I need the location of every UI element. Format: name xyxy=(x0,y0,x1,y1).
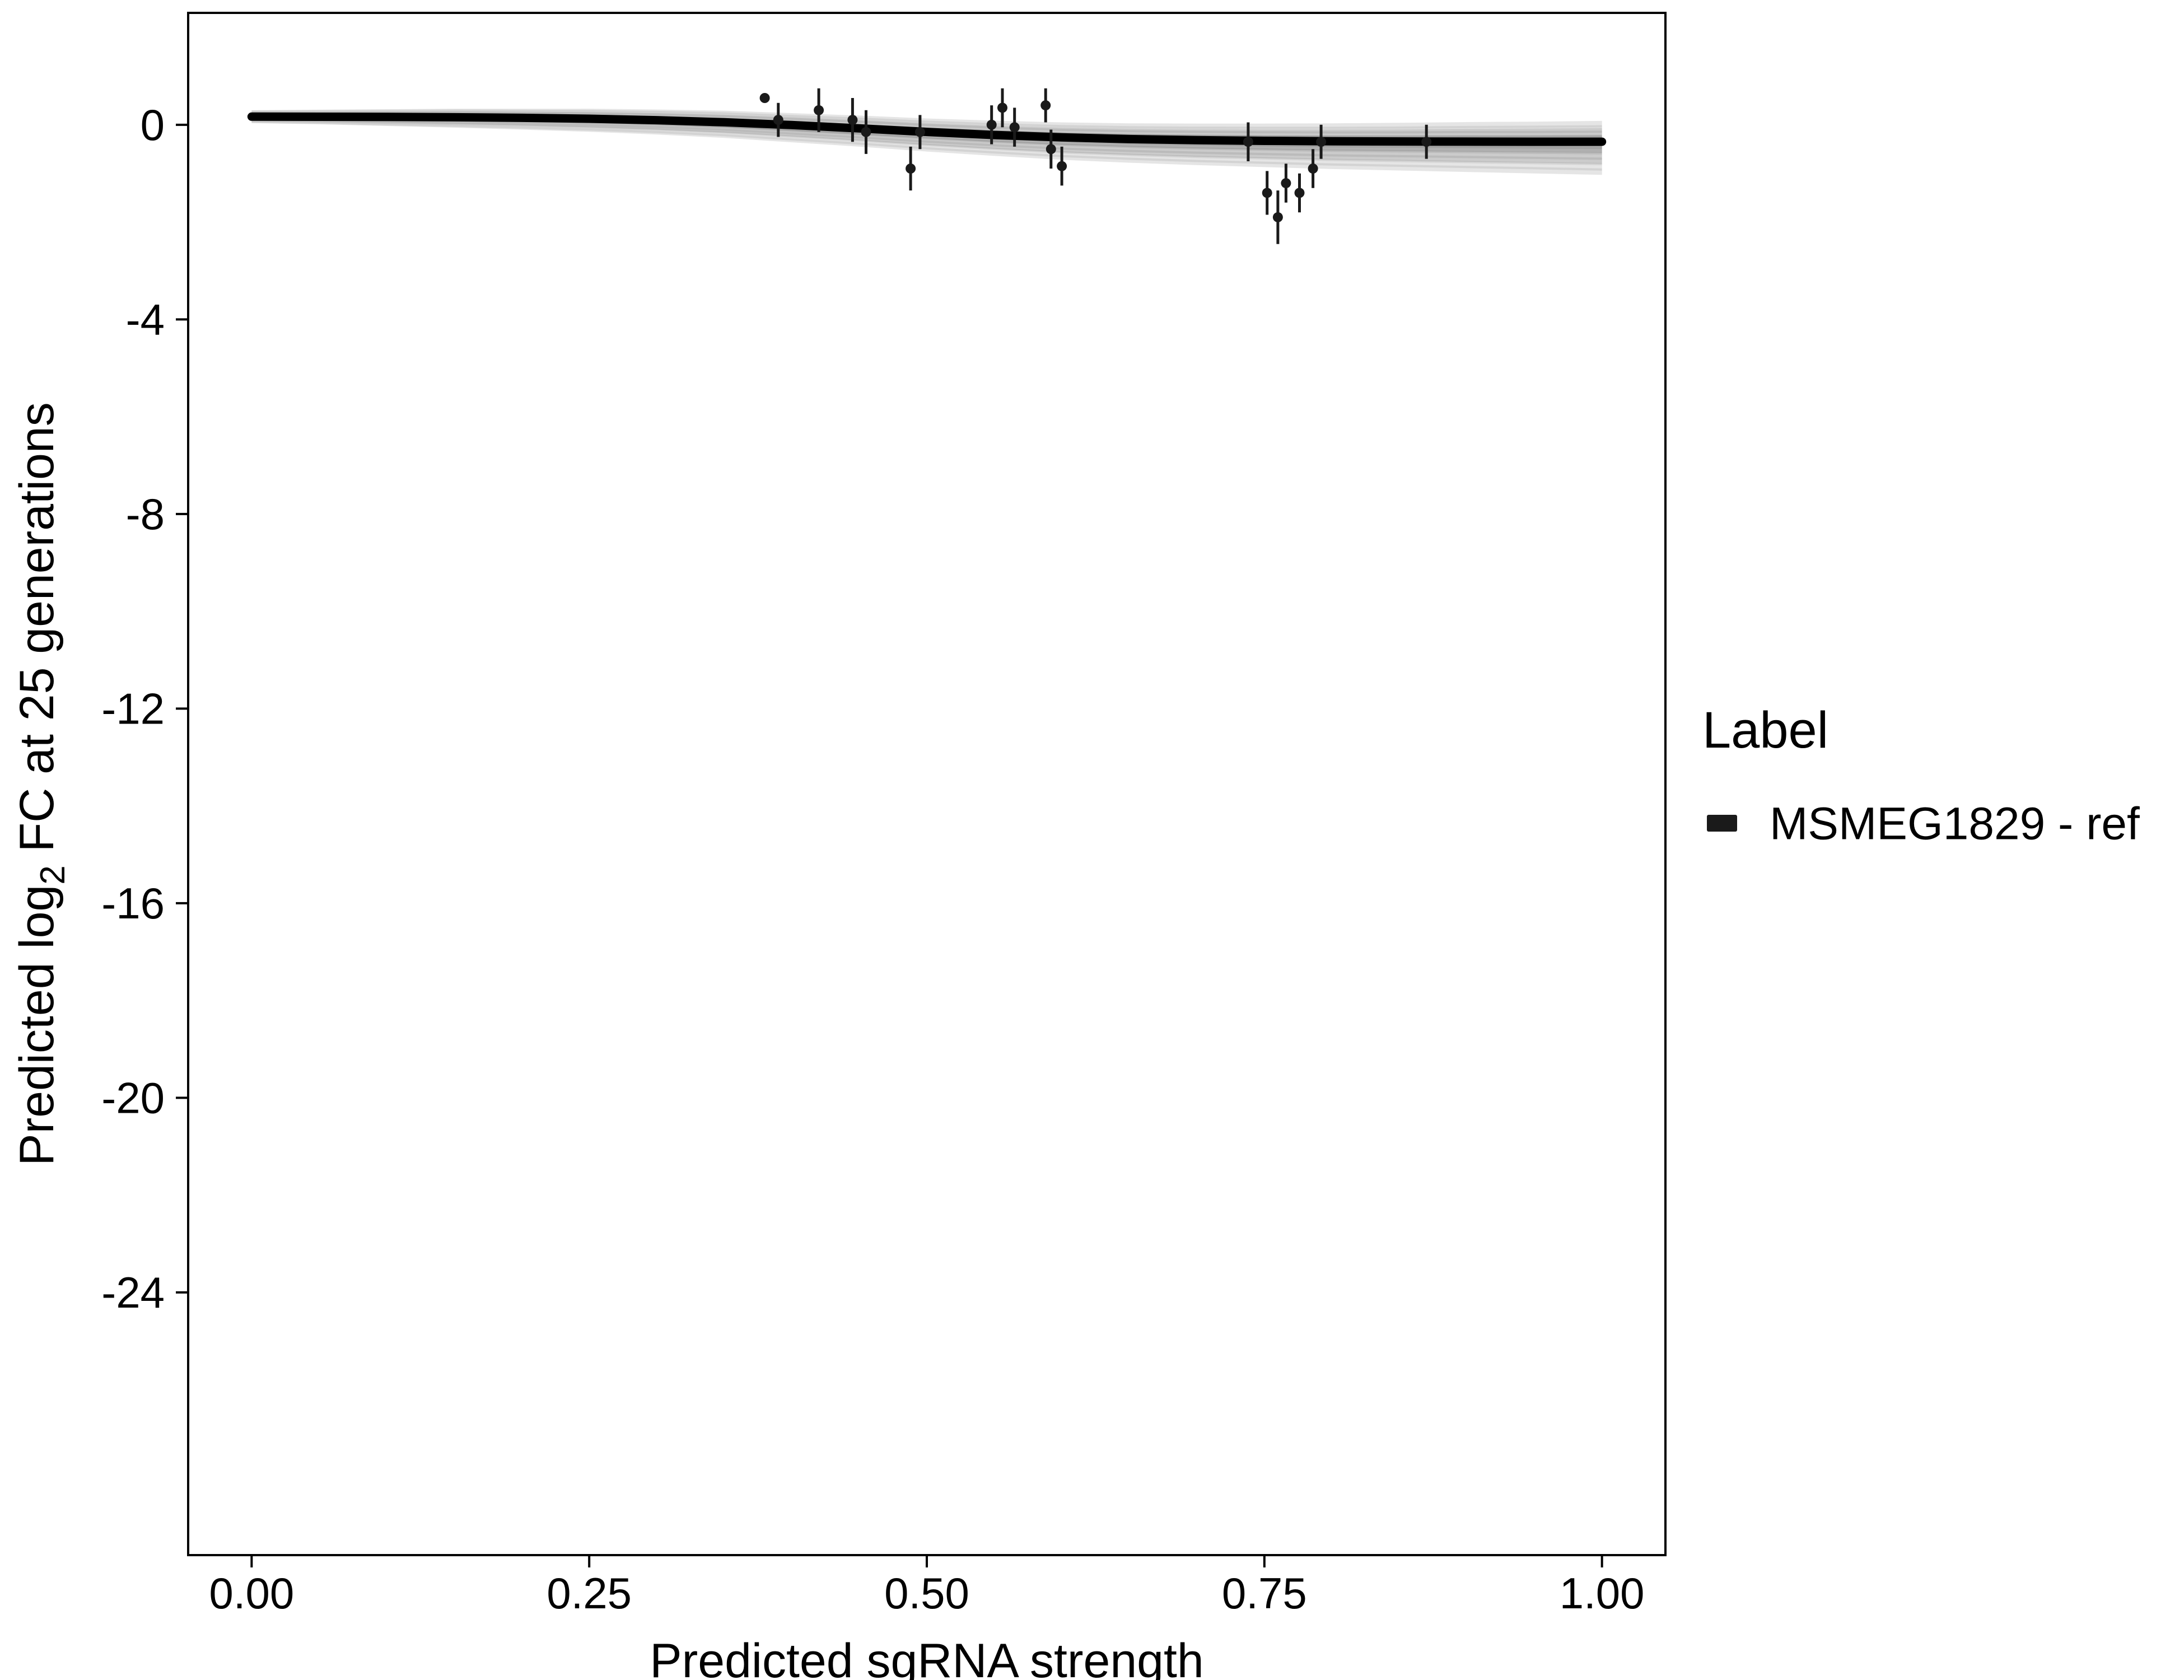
data-point xyxy=(759,93,770,103)
x-axis-title: Predicted sgRNA strength xyxy=(650,1634,1204,1680)
y-axis-tick-label: -12 xyxy=(101,684,165,734)
legend-key-square xyxy=(1707,815,1737,832)
data-point xyxy=(1057,161,1067,171)
x-axis-tick-label: 0.50 xyxy=(884,1569,969,1618)
posterior-draw-line xyxy=(251,118,1602,160)
data-point xyxy=(1316,137,1327,147)
data-point xyxy=(773,115,783,125)
data-point xyxy=(914,127,925,137)
confidence-band xyxy=(251,111,1602,164)
x-axis-tick-label: 0.25 xyxy=(547,1569,632,1618)
data-point xyxy=(1421,137,1432,147)
y-axis-tick-label: -16 xyxy=(101,879,165,928)
y-axis-title-subscript: 2 xyxy=(34,865,72,884)
data-point xyxy=(1009,122,1020,133)
legend: Label MSMEG1829 - ref xyxy=(1702,702,2140,850)
legend-title: Label xyxy=(1702,702,1828,759)
y-axis-title-post: FC at 25 generations xyxy=(10,402,64,865)
fit-line xyxy=(247,112,1607,146)
x-axis-tick-label: 1.00 xyxy=(1560,1569,1645,1618)
posterior-draw-line xyxy=(251,120,1602,171)
data-point xyxy=(906,164,916,174)
data-point xyxy=(1281,178,1291,189)
data-point xyxy=(1243,137,1253,147)
data-point xyxy=(814,105,824,115)
data-point xyxy=(847,115,858,125)
data-points-layer xyxy=(759,88,1432,244)
x-axis-tick-label: 0.75 xyxy=(1222,1569,1307,1618)
x-axis-tick-label: 0.00 xyxy=(209,1569,294,1618)
data-point xyxy=(1272,212,1283,222)
fit-line-layer xyxy=(247,112,1607,146)
data-point xyxy=(1294,188,1305,198)
data-point xyxy=(1262,188,1272,198)
y-axis-tick-label: -20 xyxy=(101,1074,165,1123)
data-point xyxy=(861,127,871,137)
y-axis-tick-label: -24 xyxy=(101,1268,165,1317)
data-point xyxy=(1046,144,1056,155)
y-axis-tick-label: 0 xyxy=(141,100,165,150)
y-axis-title: Predicted log2 FC at 25 generations xyxy=(10,402,72,1166)
legend-entry-label: MSMEG1829 - ref xyxy=(1770,799,2140,850)
posterior-draw-line xyxy=(251,111,1602,134)
confidence-band xyxy=(251,109,1602,175)
plot-panel xyxy=(188,13,1665,1555)
data-point xyxy=(1040,100,1051,111)
data-point xyxy=(997,102,1007,113)
y-axis-tick-label: -4 xyxy=(126,295,165,344)
y-axis-tick-label: -8 xyxy=(126,489,165,539)
data-point xyxy=(986,119,997,130)
axis-layer: 0 -4 -8 -12 -16 -20 -24 0.00 0.25 0.50 0.75 1.00 xyxy=(101,100,1644,1618)
posterior-draw-line xyxy=(251,119,1602,165)
data-point xyxy=(1308,164,1318,174)
y-axis-title-pre: Predicted log xyxy=(10,885,64,1166)
posterior-draw-line xyxy=(251,109,1602,129)
